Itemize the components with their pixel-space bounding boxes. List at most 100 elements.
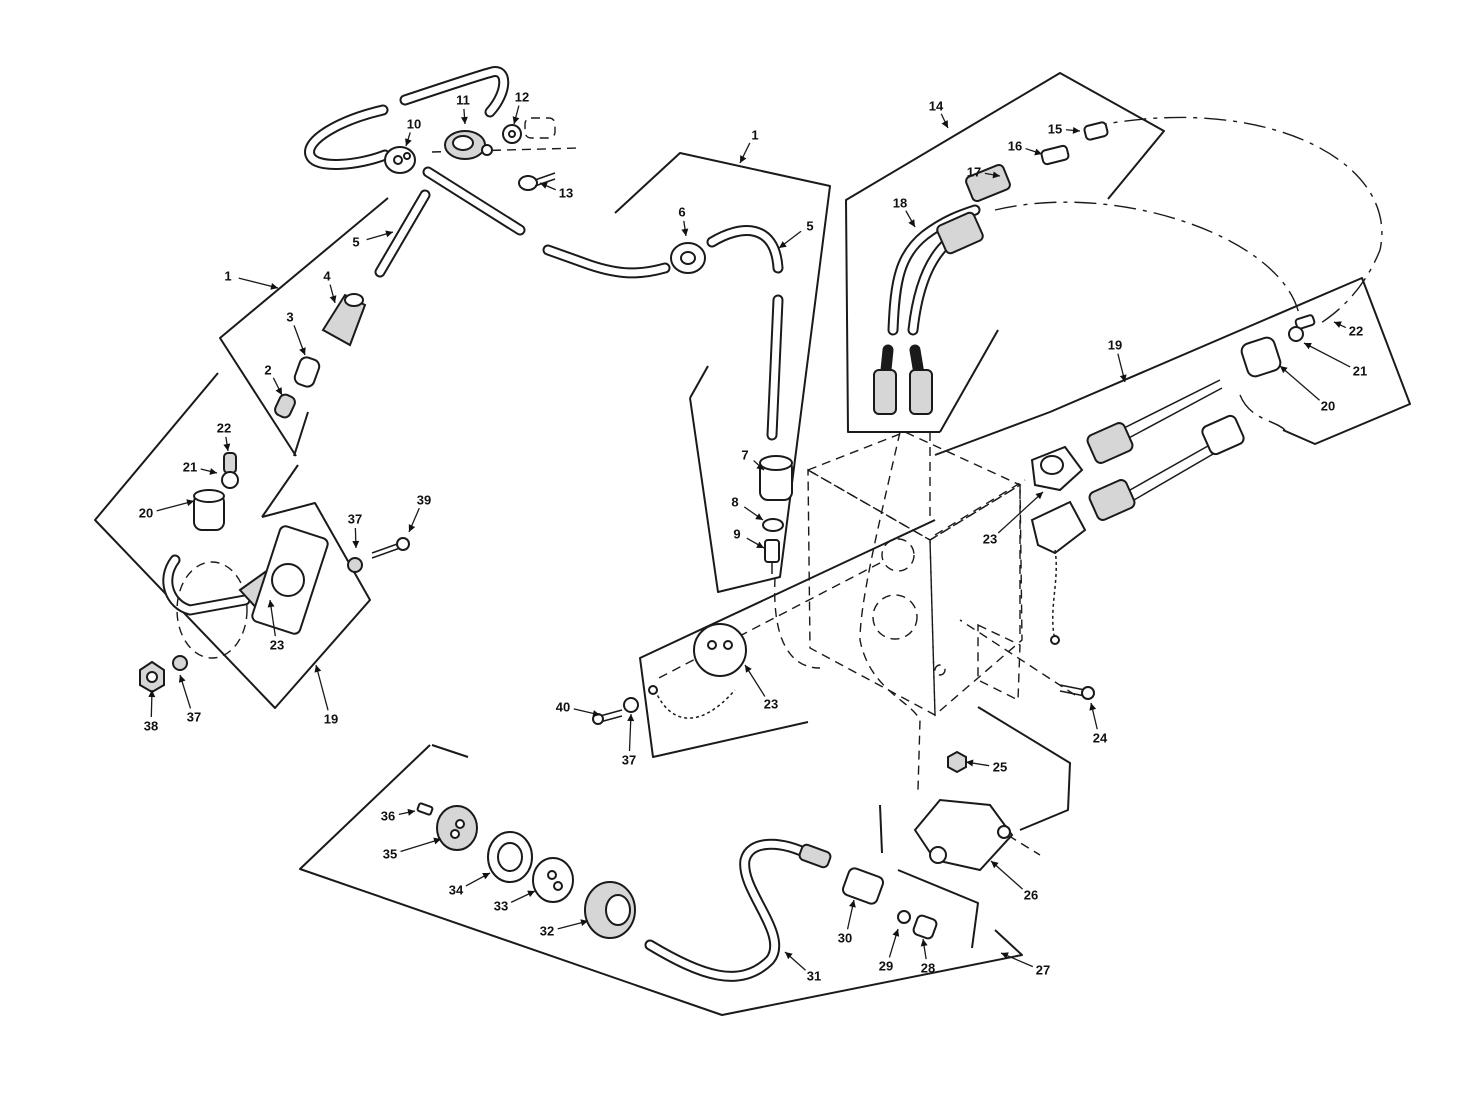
callout-number: 1 xyxy=(224,269,231,284)
callout-c39: 39 xyxy=(408,493,431,533)
grommet-10 xyxy=(384,146,416,174)
callout-arrowhead xyxy=(1280,366,1288,374)
callout-number: 39 xyxy=(417,493,431,508)
callout-number: 38 xyxy=(144,719,158,734)
callout-number: 28 xyxy=(921,961,935,976)
tubing-upper-left xyxy=(304,66,784,441)
callout-leader xyxy=(400,838,442,853)
callout-number: 4 xyxy=(323,269,331,284)
callout-c30: 30 xyxy=(838,899,856,946)
callout-number: 12 xyxy=(515,90,529,105)
callout-arrowhead xyxy=(745,665,752,673)
callout-number: 34 xyxy=(449,883,464,898)
callout-number: 30 xyxy=(838,931,852,946)
callout-arrowhead xyxy=(148,690,156,698)
callout-arrowhead xyxy=(681,228,689,236)
callout-arrowhead xyxy=(482,873,490,880)
callout-arrowhead xyxy=(1001,952,1009,959)
callout-arrowhead xyxy=(329,295,337,303)
callout-number: 25 xyxy=(993,760,1007,775)
callout-arrowhead xyxy=(779,241,787,248)
callout-number: 29 xyxy=(879,959,893,974)
callout-c24: 24 xyxy=(1089,702,1108,746)
shell-4 xyxy=(321,293,367,347)
callout-arrowhead xyxy=(270,282,278,290)
callout-c2: 2 xyxy=(264,363,283,396)
panel-hardware-right xyxy=(977,706,1071,831)
callout-c7: 7 xyxy=(741,448,765,471)
callout-arrowhead xyxy=(1304,343,1312,350)
callout-number: 9 xyxy=(733,527,740,542)
callout-c25: 25 xyxy=(965,760,1007,775)
callout-arrowhead xyxy=(592,710,600,717)
right-receptacle-assembly xyxy=(1030,314,1316,645)
callout-leader xyxy=(990,860,1024,890)
callout-c18: 18 xyxy=(893,196,916,228)
panel-left-lower xyxy=(94,372,371,709)
phantom-link-4 xyxy=(959,619,1076,696)
callout-arrowhead xyxy=(186,499,194,507)
callout-arrowhead xyxy=(407,808,415,816)
panel-cap-left xyxy=(879,804,883,854)
center-receptacle xyxy=(592,623,747,725)
callout-c20a: 20 xyxy=(139,499,195,521)
callout-c40: 40 xyxy=(556,700,601,717)
callout-arrowhead xyxy=(580,919,588,927)
callout-number: 37 xyxy=(187,710,201,725)
callout-c14: 14 xyxy=(929,99,949,129)
panel-bottom xyxy=(299,744,1023,1016)
callout-arrowhead xyxy=(1334,321,1342,328)
callout-arrowhead xyxy=(433,837,441,845)
callout-c33: 33 xyxy=(494,890,536,914)
callout-number: 37 xyxy=(348,512,362,527)
callout-arrowhead xyxy=(223,443,231,451)
callout-number: 8 xyxy=(731,495,738,510)
callout-arrowhead xyxy=(408,524,416,532)
callout-arrowhead xyxy=(920,939,928,947)
callout-number: 37 xyxy=(622,753,636,768)
callout-arrowhead xyxy=(299,347,306,355)
callout-c31: 31 xyxy=(784,951,821,984)
phantom-link-6 xyxy=(431,147,581,153)
cap-7 xyxy=(759,455,793,501)
callout-c35: 35 xyxy=(383,837,442,862)
screw-13 xyxy=(518,172,556,191)
callout-arrowhead xyxy=(314,665,322,673)
callout-arrowhead xyxy=(991,861,999,869)
panel-bottom-tick xyxy=(431,744,469,758)
phantom-lines xyxy=(431,116,1383,856)
callout-arrowhead xyxy=(405,138,412,146)
callout-number: 23 xyxy=(270,638,284,653)
callout-c19a: 19 xyxy=(314,664,338,727)
callout-c38: 38 xyxy=(144,689,158,734)
callout-number: 27 xyxy=(1036,963,1050,978)
callout-number: 13 xyxy=(559,186,573,201)
callout-leader xyxy=(315,664,329,711)
panel-right xyxy=(934,277,1411,456)
panel-upper-right xyxy=(845,72,1165,433)
callout-arrowhead xyxy=(992,171,1000,179)
callout-c15: 15 xyxy=(1048,122,1081,137)
callout-arrowhead xyxy=(460,116,468,124)
callout-number: 5 xyxy=(352,235,359,250)
callout-number: 5 xyxy=(806,219,813,234)
callout-number: 33 xyxy=(494,899,508,914)
callout-c21a: 21 xyxy=(183,460,218,475)
callout-c1a: 1 xyxy=(224,269,279,290)
callout-c13: 13 xyxy=(539,182,573,201)
callout-arrowhead xyxy=(178,675,186,683)
callout-number: 1 xyxy=(751,128,758,143)
callout-number: 21 xyxy=(183,460,197,475)
callout-c6: 6 xyxy=(678,205,689,237)
phantom-arc-small xyxy=(1239,394,1286,431)
callout-number: 22 xyxy=(217,421,231,436)
callout-c11: 11 xyxy=(456,93,470,125)
callout-arrowhead xyxy=(512,116,520,124)
panel-center-lower xyxy=(639,519,936,758)
callout-c22b: 22 xyxy=(1333,321,1363,339)
phantom-loop xyxy=(773,577,821,669)
callout-arrowhead xyxy=(785,952,793,960)
